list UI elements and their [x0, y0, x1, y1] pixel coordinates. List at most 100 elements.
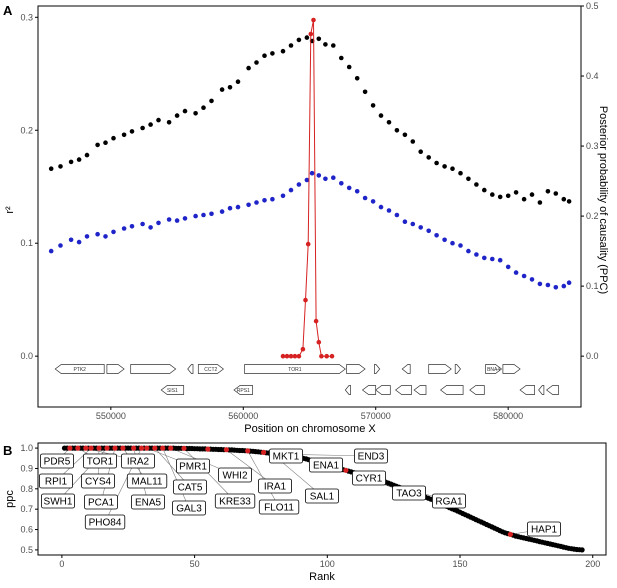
- y2-tick-label: 0.5: [586, 1, 599, 11]
- x-tick-label: 0: [59, 559, 64, 569]
- blue-point: [129, 224, 135, 229]
- black-point: [156, 117, 161, 123]
- ppc-point: [303, 297, 308, 303]
- gene-feature: [187, 364, 194, 374]
- blue-point: [339, 181, 344, 186]
- blue-point: [426, 228, 432, 234]
- black-point: [58, 164, 63, 169]
- highlighted-rank-point: [75, 445, 81, 451]
- black-point: [148, 122, 153, 127]
- highlighted-rank-point: [152, 445, 158, 451]
- label-box-frame: [308, 457, 343, 473]
- y-tick-label: 0.8: [20, 484, 33, 494]
- blue-point: [529, 277, 535, 282]
- label-box-frame: [431, 493, 466, 509]
- panel-a-frame: [37, 5, 582, 408]
- y-tick-label: 0.7: [20, 504, 33, 514]
- black-point: [254, 60, 259, 65]
- black-point: [553, 191, 559, 196]
- y2-axis-ticks: 0.0 0.1 0.2 0.3 0.4 0.5: [581, 1, 599, 361]
- gene-label-box: GAL3: [171, 500, 206, 516]
- x-axis-ticks: 550000 560000 570000 580000: [96, 407, 523, 421]
- label-box-frame: [172, 479, 207, 495]
- black-point: [378, 113, 384, 118]
- gene-feature: [233, 385, 253, 395]
- black-point: [505, 193, 511, 199]
- blue-point: [246, 202, 251, 208]
- label-box-frame: [171, 500, 206, 516]
- blue-point: [254, 200, 259, 205]
- blue-point: [288, 187, 294, 193]
- blue-point: [566, 280, 572, 286]
- gene-label-box: SAL1: [304, 488, 339, 504]
- highlighted-rank-point: [245, 448, 251, 454]
- series-blue-points: [48, 170, 572, 290]
- blue-point: [545, 282, 551, 288]
- ppc-point: [284, 353, 290, 359]
- highlighted-rank-point: [168, 445, 174, 451]
- y-tick-label: 0.5: [20, 545, 33, 555]
- highlighted-rank-point: [181, 445, 187, 451]
- blue-point: [418, 225, 424, 230]
- black-point: [235, 79, 241, 84]
- black-point: [111, 135, 116, 141]
- blue-point: [209, 211, 214, 217]
- gene-label-text: IRA2: [127, 457, 150, 468]
- highlighted-rank-point: [96, 445, 102, 451]
- blue-point: [505, 264, 511, 270]
- x-tick-label: 100: [320, 559, 335, 569]
- black-point: [458, 170, 463, 176]
- label-box-frame: [257, 478, 292, 494]
- blue-point: [537, 281, 543, 287]
- black-point: [219, 87, 225, 92]
- gene-label-box: ENA1: [308, 457, 343, 473]
- y-tick-label: 0.1: [20, 238, 33, 248]
- y-tick-label: 0.2: [20, 125, 33, 135]
- blue-point: [378, 204, 384, 210]
- blue-point: [513, 270, 519, 275]
- gene-label-text: MAL11: [132, 477, 163, 488]
- gene-feature: [106, 364, 125, 374]
- blue-point: [156, 220, 161, 226]
- black-point: [209, 98, 214, 104]
- black-point: [545, 189, 551, 194]
- x-tick-label: 570000: [361, 411, 391, 421]
- gene-label-box: PHO84: [84, 514, 126, 530]
- blue-point: [304, 177, 310, 183]
- black-point: [529, 192, 535, 197]
- black-point: [304, 35, 310, 40]
- x-tick-label: 560000: [228, 411, 258, 421]
- gene-label-text: ENA5: [135, 498, 162, 509]
- gene-label-text: PMR1: [179, 462, 207, 473]
- gene-feature: [413, 385, 427, 395]
- gene-label-box: PMR1: [175, 458, 210, 474]
- blue-point: [270, 196, 275, 202]
- gene-label-box: RGA1: [431, 493, 466, 509]
- blue-point: [262, 198, 267, 203]
- blue-point: [103, 234, 108, 239]
- highlighted-rank-point: [205, 446, 211, 452]
- ppc-point: [280, 353, 286, 359]
- ppc-point: [288, 353, 294, 359]
- black-point: [262, 53, 267, 58]
- gene-label-text: TAO3: [396, 489, 422, 500]
- black-point: [68, 159, 74, 165]
- ppc-point: [319, 353, 324, 359]
- blue-point: [121, 226, 127, 231]
- blue-point: [386, 208, 392, 213]
- black-point: [95, 142, 100, 148]
- gene-feature-label: CCT2: [204, 367, 217, 373]
- blue-point: [474, 252, 479, 257]
- blue-point: [553, 285, 559, 290]
- y-tick-label: 0.9: [20, 463, 33, 473]
- x-tick-label: 200: [585, 559, 600, 569]
- gene-label-box: RPI1: [39, 473, 74, 489]
- blue-point: [219, 209, 225, 214]
- black-point: [466, 176, 471, 182]
- gene-feature: [502, 364, 521, 374]
- gene-label-text: SAL1: [310, 492, 335, 503]
- black-point: [182, 108, 188, 114]
- gene-labels: PDR5 TOR1 IRA2 RPI1 CYS4 SWH1 PCA1 MAL11 ENA5 PHO…: [39, 448, 562, 537]
- blue-point: [166, 217, 172, 222]
